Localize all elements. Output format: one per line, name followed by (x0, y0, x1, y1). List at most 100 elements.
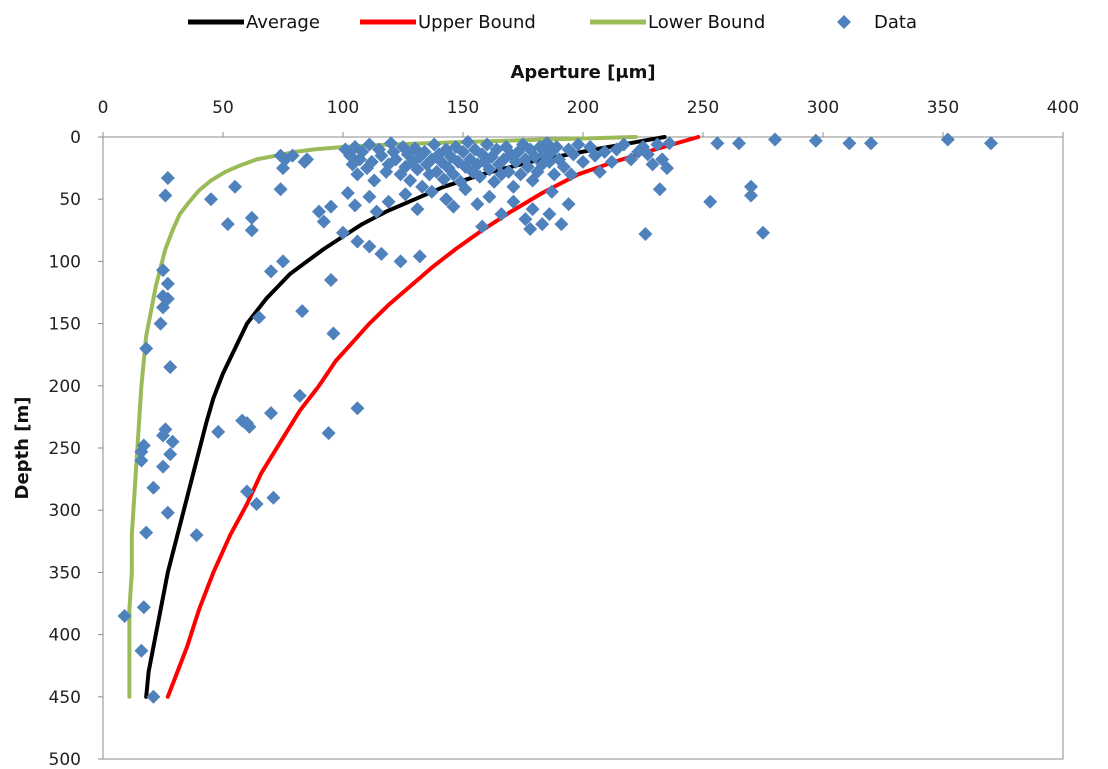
data-point (362, 137, 377, 152)
data-point (252, 310, 266, 325)
x-tick-label: 50 (212, 98, 234, 118)
data-point (554, 217, 569, 232)
data-point (300, 152, 314, 167)
data-point (528, 149, 542, 164)
data-point (446, 199, 461, 214)
data-point (535, 217, 550, 232)
data-point (650, 137, 665, 152)
data-point (439, 192, 454, 207)
x-tick-label: 100 (327, 98, 359, 118)
y-tick-label: 150 (49, 315, 81, 335)
data-point (374, 246, 389, 261)
data-point (324, 199, 338, 214)
data-point (244, 210, 259, 225)
data-point (501, 164, 516, 179)
data-point (508, 154, 523, 169)
data-point (158, 188, 173, 203)
data-point (556, 159, 571, 174)
data-point (864, 136, 878, 151)
data-point (367, 173, 382, 188)
data-point (652, 182, 667, 197)
data-point (756, 225, 770, 240)
x-axis-title: Aperture [μm] (510, 62, 655, 83)
data-point (136, 600, 151, 615)
data-point (940, 132, 955, 147)
data-point (458, 182, 473, 197)
x-tick-label: 150 (447, 98, 479, 118)
data-point (624, 152, 638, 167)
data-point (312, 204, 326, 219)
data-point (842, 136, 857, 151)
data-point (336, 225, 350, 240)
data-point (732, 136, 746, 151)
data-point (703, 194, 718, 209)
y-tick-label: 100 (49, 252, 81, 272)
data-point (350, 234, 365, 249)
data-point (410, 202, 425, 217)
data-point (494, 207, 509, 222)
data-point (984, 136, 998, 151)
data-point (470, 197, 485, 212)
data-point (616, 137, 631, 152)
data-point (544, 184, 559, 199)
data-point (369, 204, 384, 219)
x-tick-label: 350 (927, 98, 959, 118)
data-point (417, 144, 432, 159)
data-point (645, 157, 660, 172)
data-point (561, 197, 576, 212)
data-point (542, 154, 557, 169)
upper-bound-line (165, 135, 701, 699)
data-point (597, 144, 612, 159)
data-point (134, 453, 149, 468)
data-point (446, 167, 461, 182)
data-point (153, 316, 168, 331)
data-point (273, 148, 288, 163)
legend-label: Data (874, 12, 917, 33)
data-point (211, 424, 226, 439)
data-point (348, 198, 362, 213)
data-point (571, 137, 586, 152)
data-point (487, 174, 502, 189)
data-point (350, 401, 365, 416)
data-point (523, 222, 538, 237)
data-point (710, 136, 725, 151)
data-legend-swatch (837, 15, 851, 29)
data-point (472, 169, 487, 184)
y-tick-label: 200 (49, 377, 81, 397)
data-point (117, 608, 132, 623)
data-point (355, 144, 370, 159)
data-point (520, 159, 535, 174)
data-point (321, 426, 336, 441)
data-point (388, 152, 403, 167)
legend: Average Upper Bound Lower Bound Data (188, 12, 917, 33)
data-point (566, 147, 581, 162)
data-point (415, 179, 430, 194)
data-point (204, 192, 218, 207)
data-point (276, 161, 290, 176)
x-tick-label: 400 (1047, 98, 1079, 118)
x-tick-label: 200 (567, 98, 599, 118)
data-point (273, 182, 288, 197)
y-tick-label: 50 (59, 190, 81, 210)
y-tick-label: 0 (70, 128, 81, 148)
series-lines (127, 135, 701, 699)
data-point (542, 207, 557, 222)
data-point (295, 304, 310, 319)
data-point (456, 144, 470, 159)
data-point (475, 219, 490, 234)
data-point (160, 505, 175, 520)
data-point (489, 142, 504, 157)
x-tick-label: 250 (687, 98, 719, 118)
data-point (549, 139, 564, 154)
data-point (482, 162, 497, 177)
data-point (424, 184, 439, 199)
data-point (160, 171, 175, 186)
data-point (513, 167, 528, 182)
data-point (350, 167, 365, 182)
data-point (518, 212, 533, 227)
data-point (292, 388, 307, 403)
data-points (117, 132, 998, 704)
data-point (808, 133, 823, 148)
data-point (393, 254, 408, 269)
